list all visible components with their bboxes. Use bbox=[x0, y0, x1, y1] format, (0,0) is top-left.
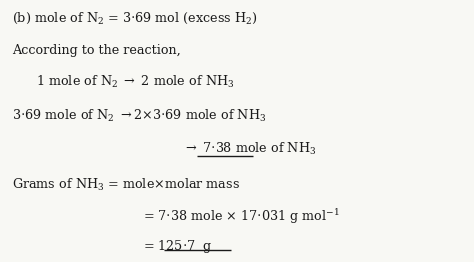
Text: = 125$\cdot$7  g: = 125$\cdot$7 g bbox=[143, 238, 213, 255]
Text: Grams of NH$_3$ = mole$\times$molar mass: Grams of NH$_3$ = mole$\times$molar mass bbox=[12, 177, 240, 193]
Text: 3$\cdot$69 mole of N$_2$ $\rightarrow$2$\times$3$\cdot$69 mole of NH$_3$: 3$\cdot$69 mole of N$_2$ $\rightarrow$2$… bbox=[12, 108, 266, 124]
Text: According to the reaction,: According to the reaction, bbox=[12, 44, 181, 57]
Text: 1 mole of N$_2$ $\rightarrow$ 2 mole of NH$_3$: 1 mole of N$_2$ $\rightarrow$ 2 mole of … bbox=[36, 74, 234, 90]
Text: $\rightarrow$ 7$\cdot$38 mole of NH$_3$: $\rightarrow$ 7$\cdot$38 mole of NH$_3$ bbox=[183, 141, 317, 157]
Text: = 7$\cdot$38 mole $\times$ 17$\cdot$031 g mol$^{-1}$: = 7$\cdot$38 mole $\times$ 17$\cdot$031 … bbox=[143, 207, 340, 226]
Text: (b) mole of N$_2$ = 3$\cdot$69 mol (excess H$_2$): (b) mole of N$_2$ = 3$\cdot$69 mol (exce… bbox=[12, 10, 258, 26]
